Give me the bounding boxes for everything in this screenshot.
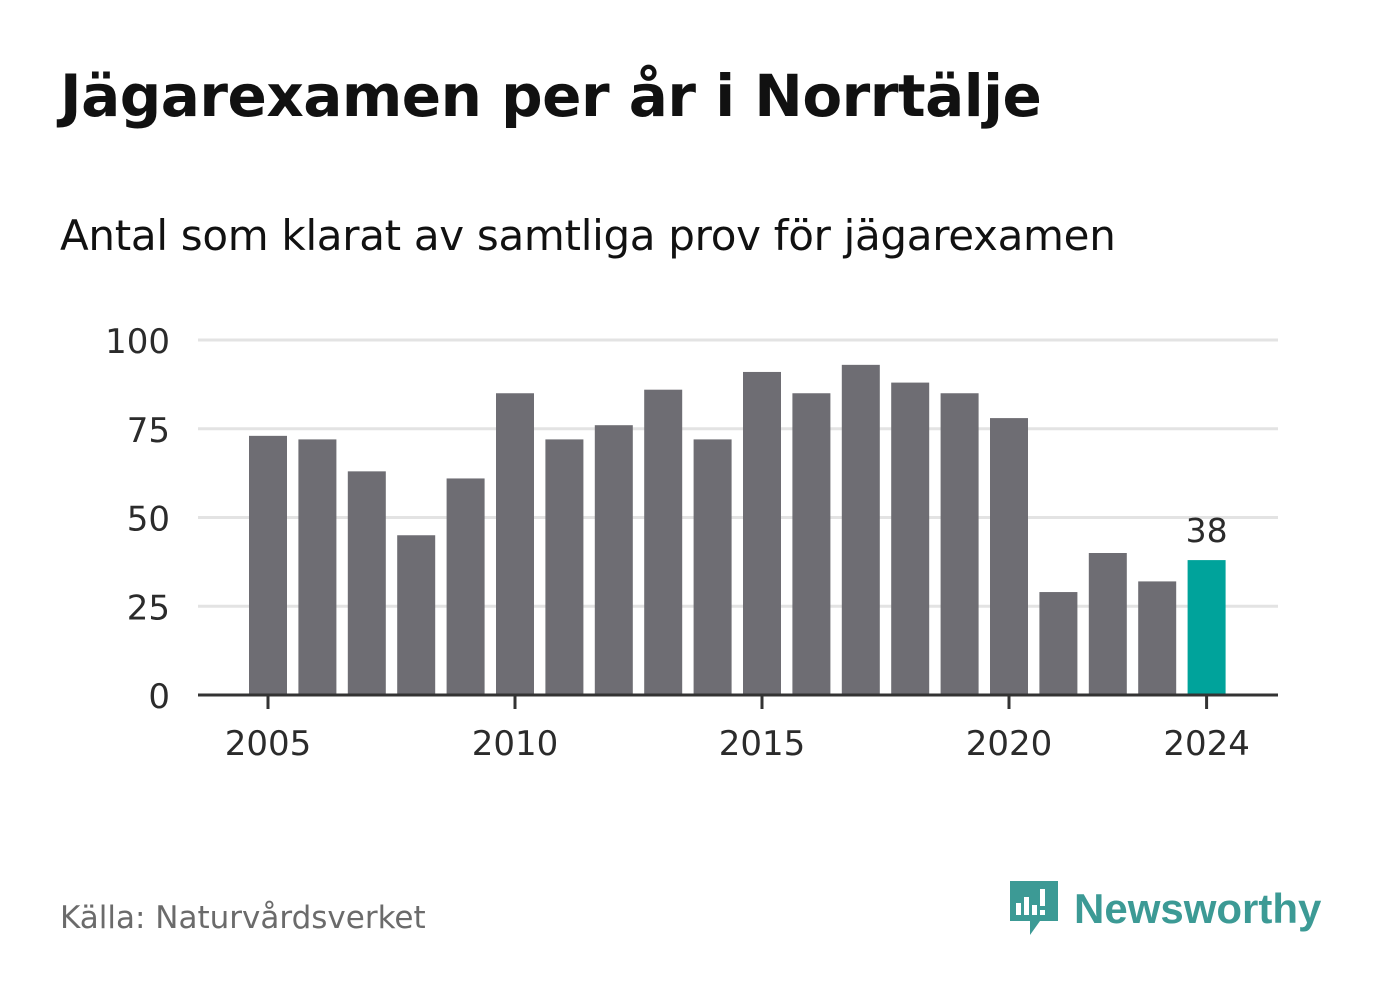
x-tick-label: 2010 [472, 724, 559, 764]
bar [1187, 560, 1226, 695]
bar [743, 371, 781, 695]
x-tick-label: 2015 [719, 724, 806, 764]
chart-subtitle: Antal som klarat av samtliga prov för jä… [60, 211, 1116, 260]
bar [298, 439, 337, 695]
bar [644, 389, 683, 695]
brand-logo: Newsworthy [1010, 876, 1321, 942]
x-tick-label: 2024 [1163, 724, 1250, 764]
bar [545, 439, 584, 695]
source-note: Källa: Naturvårdsverket [60, 900, 426, 936]
bar [594, 425, 633, 695]
newsworthy-logo-icon [1010, 881, 1058, 935]
bar [347, 471, 386, 695]
bar [891, 382, 930, 695]
bar [1039, 592, 1078, 695]
y-tick-label: 25 [127, 588, 170, 628]
bar [496, 393, 534, 695]
x-tick-label: 2020 [966, 724, 1053, 764]
brand-name: Newsworthy [1074, 885, 1322, 932]
bar [693, 439, 732, 695]
y-tick-label: 100 [105, 322, 170, 362]
chart-title: Jägarexamen per år i Norrtälje [60, 62, 1042, 130]
bar [446, 478, 485, 695]
bar [940, 393, 979, 695]
y-tick-label: 0 [148, 677, 170, 717]
bar [792, 393, 831, 695]
bar [990, 418, 1028, 695]
y-tick-label: 50 [127, 500, 170, 540]
bar [1138, 581, 1177, 695]
x-tick-label: 2005 [225, 724, 312, 764]
bar [1088, 553, 1127, 695]
bar [397, 535, 436, 695]
bar [249, 435, 287, 695]
bar [841, 364, 880, 695]
data-label: 38 [1186, 511, 1228, 550]
y-tick-label: 75 [127, 411, 170, 451]
